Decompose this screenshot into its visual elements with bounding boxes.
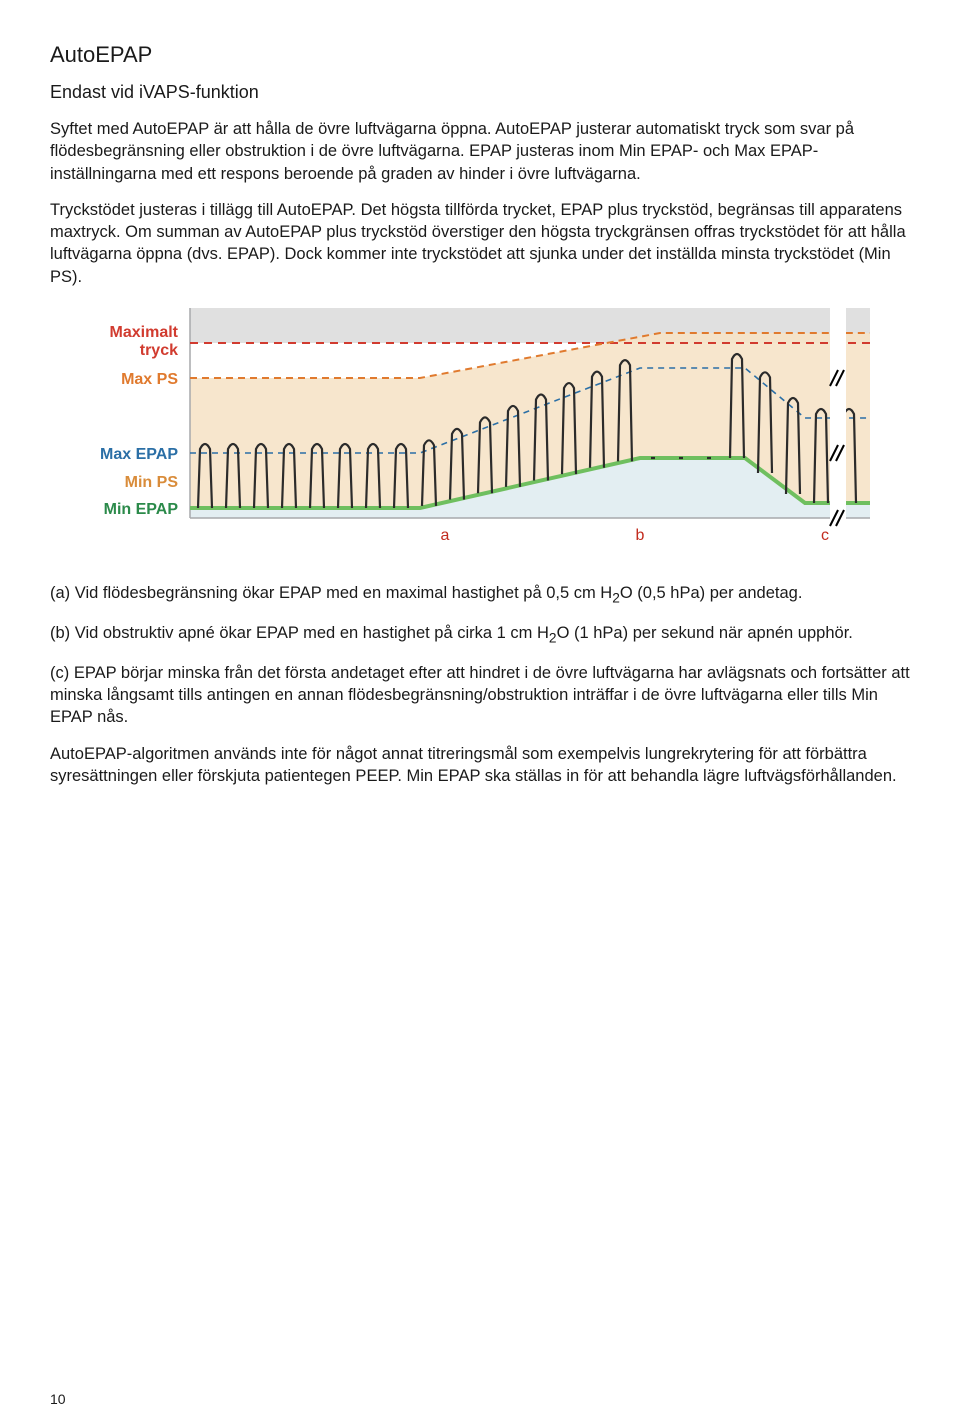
svg-text:Max PS: Max PS <box>121 371 178 388</box>
svg-text:Min PS: Min PS <box>125 474 179 491</box>
svg-text:a: a <box>441 527 450 544</box>
chart-svg: Maximalttryck Max PS Max EPAP Min PS Min EPA… <box>50 308 890 558</box>
svg-text:tryck: tryck <box>140 342 178 359</box>
svg-text:b: b <box>636 527 645 544</box>
paragraph-1: Syftet med AutoEPAP är att hålla de övre… <box>50 118 910 185</box>
item-c: (c) EPAP börjar minska från det första a… <box>50 662 910 729</box>
item-a: (a) Vid flödesbegränsning ökar EPAP med … <box>50 582 910 608</box>
page-heading: AutoEPAP <box>50 40 910 70</box>
paragraph-2: Tryckstödet justeras i tillägg till Auto… <box>50 199 910 288</box>
svg-text:Max EPAP: Max EPAP <box>100 446 178 463</box>
item-b: (b) Vid obstruktiv apné ökar EPAP med en… <box>50 622 910 648</box>
autoepap-chart: Maximalttryck Max PS Max EPAP Min PS Min EPA… <box>50 308 910 564</box>
svg-text:Min EPAP: Min EPAP <box>104 501 179 518</box>
page-number: 10 <box>50 1390 66 1409</box>
subtitle: Endast vid iVAPS-funktion <box>50 80 910 104</box>
svg-text:Maximalt: Maximalt <box>110 324 179 341</box>
paragraph-algo: AutoEPAP-algoritmen används inte för någ… <box>50 743 910 788</box>
svg-text:c: c <box>821 527 829 544</box>
